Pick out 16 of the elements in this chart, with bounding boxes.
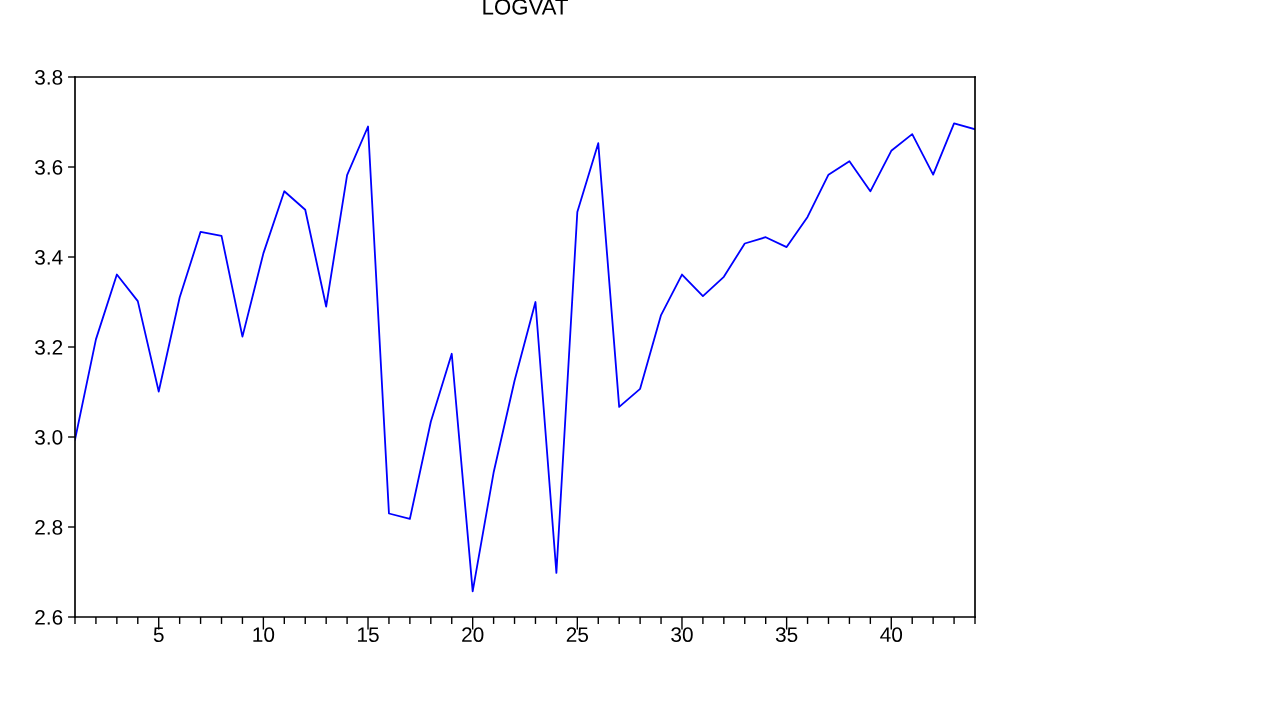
y-tick-label: 2.8 (35, 520, 63, 535)
y-tick-label: 2.6 (35, 610, 63, 625)
x-tick-label: 20 (462, 627, 484, 643)
x-tick-label: 10 (253, 627, 275, 643)
x-tick-label: 15 (358, 627, 379, 643)
line-series (75, 122, 975, 593)
y-tick-label: 3.8 (35, 70, 63, 85)
x-tick-label: 5 (153, 627, 164, 643)
y-tick-label: 3.4 (35, 250, 63, 265)
x-tick-label: 25 (566, 627, 589, 643)
x-tick-label: 30 (671, 627, 693, 643)
y-tick-label: 3.0 (35, 430, 63, 445)
y-tick-label: 3.6 (35, 160, 63, 175)
x-tick-label: 40 (880, 627, 903, 643)
y-tick-label: 3.2 (35, 340, 63, 355)
x-tick-label: 35 (775, 627, 798, 643)
